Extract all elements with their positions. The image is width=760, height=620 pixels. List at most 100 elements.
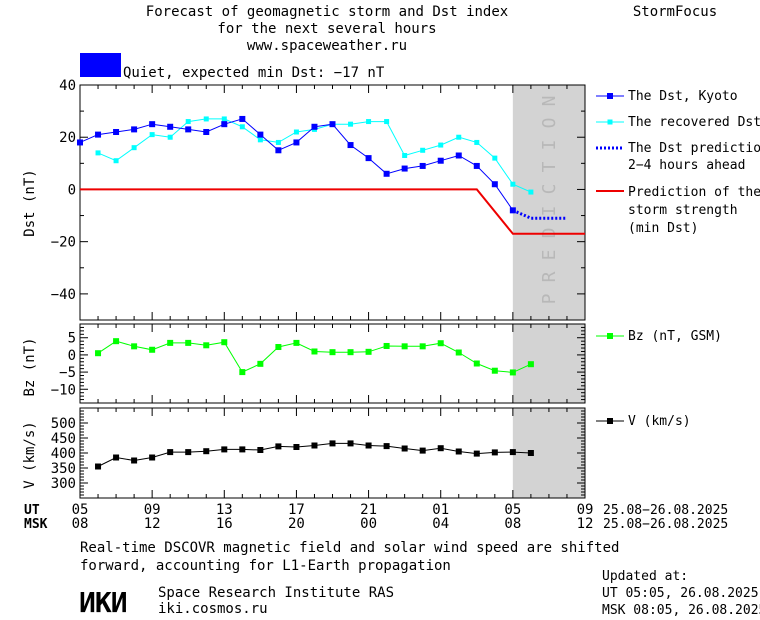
y-tick-label: 0 [68,348,76,364]
y-tick-label: 0 [68,182,76,198]
msk-tick-label: 08 [504,516,521,532]
title-line-1: Forecast of geomagnetic storm and Dst in… [146,4,508,20]
v-point [419,447,426,454]
updated-msk: MSK 08:05, 26.08.2025 [602,603,760,618]
updated-label: Updated at: [602,569,688,584]
legend-kyoto-marker [596,93,624,99]
dst-recovered-point [492,155,498,161]
bz-point [167,339,174,346]
msk-tick-label: 12 [577,516,594,532]
dst-recovered-point [131,145,137,151]
dst-kyoto-point [239,115,246,122]
y-tick-label: 40 [59,78,76,94]
v-point [167,449,174,456]
bz-axis-label: Bz (nT) [22,337,38,396]
msk-axis-label: MSK [24,517,48,532]
v-point [257,447,264,453]
msk-tick-label: 04 [432,516,449,532]
dst-prediction-line [512,208,567,220]
bz-line [97,340,532,373]
v-point [473,450,480,457]
dst-recovered-point [113,158,119,164]
dst-recovered-point [257,137,263,143]
footer-note-line-1: Real-time DSCOVR magnetic field and sola… [80,540,619,556]
y-tick-label: 350 [51,461,76,477]
institute-website[interactable]: iki.cosmos.ru [158,601,268,617]
y-tick-label: 500 [51,416,76,432]
msk-date-range: 25.08−26.08.2025 [603,517,728,532]
bz-point [221,339,228,346]
dst-recovered-point [203,116,209,122]
dst-recovered-point [384,119,390,125]
dst-kyoto-point [131,126,138,133]
legend: The Dst, Kyoto The recovered Dst The Dst… [596,89,760,429]
prediction-letter: T [539,161,560,172]
dst-recovered-point [474,139,480,145]
legend-storm-label-1: Prediction of the [628,185,760,200]
ut-tick-label: 17 [288,502,305,518]
v-point [275,443,282,450]
msk-tick-label: 20 [288,516,305,532]
legend-bz-point [607,333,613,339]
dst-kyoto-point [257,131,264,138]
plot-frame [79,407,586,499]
dst-recovered-point [239,124,245,130]
footer-note-line-2: forward, accounting for L1-Earth propaga… [80,558,451,574]
bz-point [527,361,534,368]
dst-kyoto-point [311,123,318,130]
v-point [149,454,156,461]
bz-point [509,369,516,376]
ut-tick-label: 05 [72,502,89,518]
legend-prediction-label-1: The Dst prediction [628,141,760,156]
bz-point [347,349,354,356]
bz-point [455,349,462,356]
dst-recovered-point [510,181,516,187]
bz-point [293,339,300,346]
dst-kyoto-point [167,123,174,130]
v-point [365,442,372,449]
bz-point [329,349,336,356]
v-point [113,454,120,461]
v-point [221,446,228,453]
v-point [491,449,498,456]
prediction-letter: C [539,184,560,195]
brand-label: StormFocus [633,4,717,20]
dst-kyoto-point [221,121,228,128]
v-point [401,445,408,452]
iki-logo: ИКИ [79,586,127,619]
dst-recovered-point [275,139,281,145]
bz-point [95,350,102,357]
dst-kyoto-point [329,121,336,128]
legend-kyoto-label: The Dst, Kyoto [628,89,738,104]
bz-point [185,339,192,346]
y-tick-label: 20 [59,130,76,146]
prediction-letter: P [539,293,560,304]
v-point [239,446,246,453]
dst-axis-label: Dst (nT) [22,169,38,236]
dst-recovered-point [456,134,462,140]
dst-recovered-point [348,121,354,127]
bz-point [311,348,318,355]
dst-recovered-point [167,134,173,140]
prediction-letter: E [539,250,560,261]
bz-point [203,342,210,349]
v-point [455,448,462,455]
bz-point [383,342,390,349]
plot-frame [79,84,586,321]
prediction-band [512,85,585,320]
y-tick-label: −10 [51,382,76,398]
ut-tick-label: 05 [504,502,521,518]
legend-v-label: V (km/s) [628,414,691,429]
ut-tick-label: 13 [216,502,233,518]
updated-ut: UT 05:05, 26.08.2025 [602,586,759,601]
prediction-letter: R [539,271,560,282]
v-point [311,442,318,449]
v-point [437,445,444,452]
legend-bz-label: Bz (nT, GSM) [628,329,722,344]
y-tick-label: −40 [51,287,76,303]
dst-kyoto-point [77,139,83,146]
plot-frame [79,323,586,404]
time-tick-labels: 05 09 13 17 21 01 05 09 08 12 16 20 00 04 08 12 [72,502,594,532]
